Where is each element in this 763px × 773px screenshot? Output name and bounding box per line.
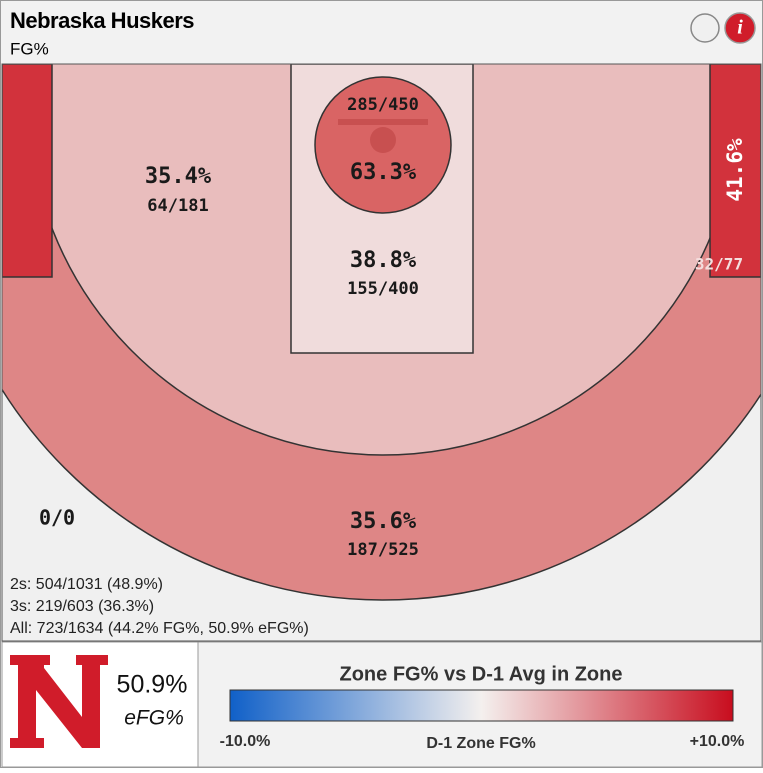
court-border [1,63,762,642]
legend-label: D-1 Zone FG% [426,735,535,752]
zone-pct: 41.6% [723,138,747,202]
zone-made-att: 285/450 [347,95,419,115]
zone-made-att: 0/0 [39,506,75,530]
zone-made-att: 32/77 [695,255,743,274]
subtitle: FG% [10,39,49,58]
legend-title: Zone FG% vs D-1 Avg in Zone [340,663,623,685]
info-icon: i [737,17,743,39]
hoop [370,127,396,153]
zone-pct: 35.6% [350,509,417,534]
title: Nebraska Huskers [10,8,194,33]
zone-pct: 35.4% [145,164,212,189]
zone-pct: 38.8% [350,248,417,273]
zone-made-att: 64/181 [147,196,208,216]
zone-made-att: 155/400 [347,279,419,299]
backboard [338,119,428,125]
summary-line: 3s: 219/603 (36.3%) [10,598,154,615]
zone-left-corner [2,64,53,278]
team-logo [10,655,108,748]
header-bg [1,1,762,64]
legend-min: -10.0% [220,733,271,750]
info-button[interactable] [724,12,756,44]
summary-line: 2s: 504/1031 (48.9%) [10,576,163,593]
court [2,64,761,641]
efg-value: 50.9% [117,671,188,699]
summary-line: All: 723/1634 (44.2% FG%, 50.9% eFG%) [10,620,309,637]
toggle-button[interactable] [690,13,720,43]
legend-max: +10.0% [690,733,745,750]
legend-gradient [229,689,734,722]
zone-right-corner [709,64,761,278]
zone-pct: 63.3% [350,160,417,185]
efg-label: eFG% [124,707,184,730]
zone-made-att: 187/525 [347,540,419,560]
